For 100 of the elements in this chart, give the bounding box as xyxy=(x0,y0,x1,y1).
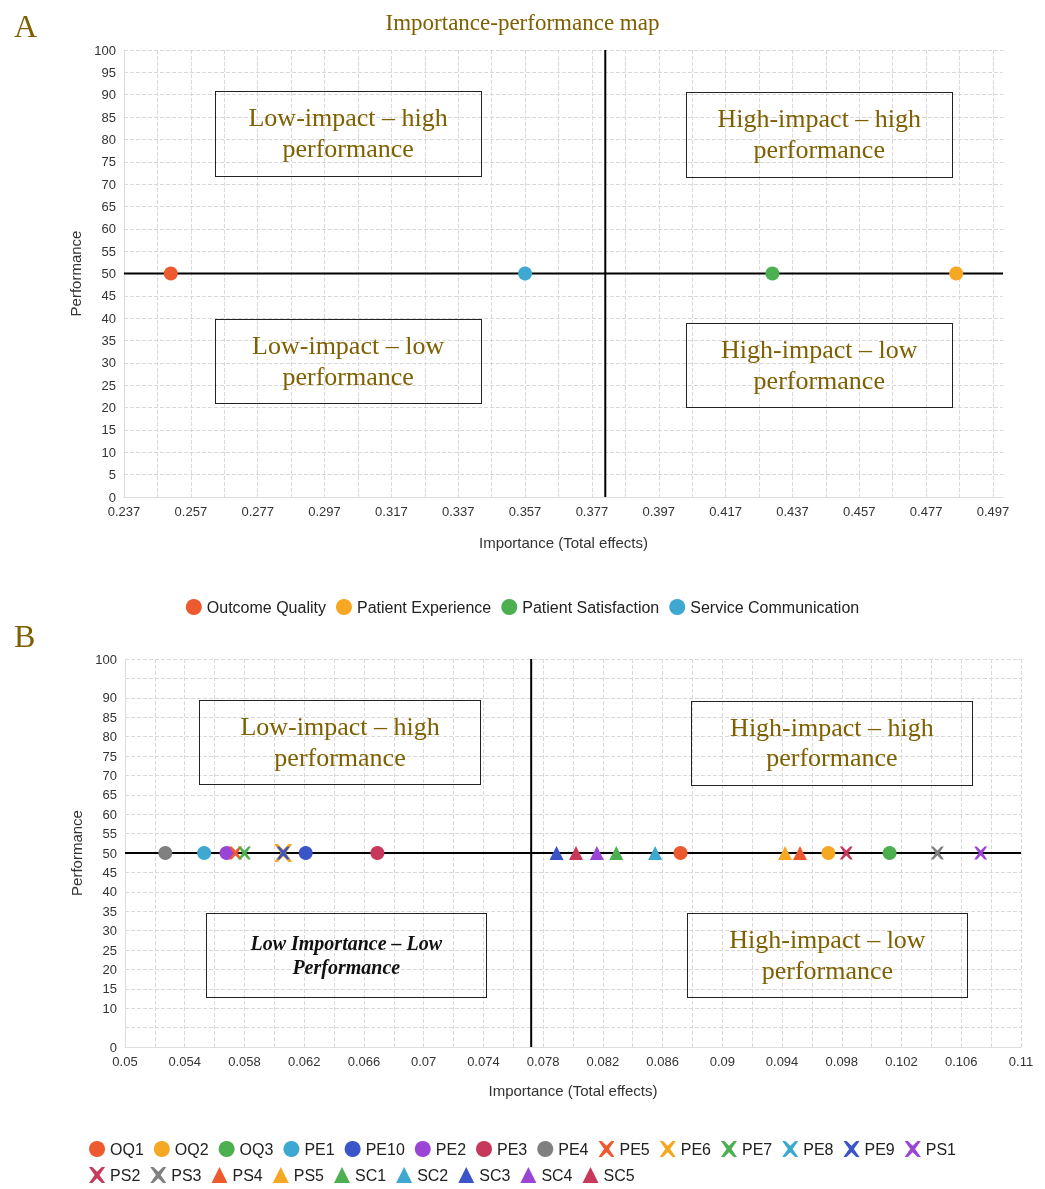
y-tick-label: 5 xyxy=(108,467,116,483)
legend-label: PE6 xyxy=(680,1140,712,1158)
annotation: High-impact – low performance xyxy=(685,322,953,409)
x-tick-label: 0.078 xyxy=(526,1054,560,1069)
x-tick-label: 0.477 xyxy=(909,504,943,519)
y-tick-label: 35 xyxy=(101,333,116,349)
legend-label: PS5 xyxy=(293,1166,325,1184)
y-tick-label: 90 xyxy=(102,690,117,706)
annotation: Low Importance – Low Performance xyxy=(205,913,487,999)
x-tick-label: 0.098 xyxy=(825,1054,859,1069)
x-tick-label: 0.07 xyxy=(411,1054,437,1069)
x-tick-label: 0.102 xyxy=(885,1054,918,1069)
legend-label: OQ2 xyxy=(174,1140,209,1158)
x-tick-label: 0.106 xyxy=(944,1054,978,1069)
y-tick-label: 65 xyxy=(101,198,116,214)
legend-label: SC4 xyxy=(541,1166,573,1184)
x-tick-label: 0.297 xyxy=(308,504,341,519)
annotation: High-impact – high performance xyxy=(691,700,973,786)
legend-label: Patient Experience xyxy=(356,598,492,616)
x-tick-label: 0.074 xyxy=(467,1054,500,1069)
y-tick-label: 0 xyxy=(109,1039,117,1055)
legend-label: PS3 xyxy=(171,1166,202,1184)
legend-label: PE3 xyxy=(497,1140,528,1158)
x-tick-label: 0.05 xyxy=(112,1054,138,1069)
y-tick-label: 65 xyxy=(102,787,117,803)
x-tick-label: 0.062 xyxy=(287,1054,321,1069)
x-tick-label: 0.054 xyxy=(168,1054,202,1069)
y-tick-label: 15 xyxy=(101,422,116,438)
y-tick-label: 80 xyxy=(102,729,117,745)
y-tick-label: 50 xyxy=(101,266,116,281)
annotation: Low-impact – high performance xyxy=(214,91,482,177)
y-tick-label: 20 xyxy=(102,961,117,977)
y-tick-label: 25 xyxy=(102,942,117,958)
y-tick-label: 20 xyxy=(101,400,116,416)
x-tick-label: 0.457 xyxy=(843,504,876,519)
x-axis-title: Importance (Total effects) xyxy=(479,534,648,551)
text: B xyxy=(14,618,36,655)
x-tick-label: 0.357 xyxy=(508,504,542,519)
y-tick-label: 45 xyxy=(101,288,116,304)
x-tick-label: 0.094 xyxy=(765,1054,799,1069)
text: A xyxy=(14,8,38,45)
x-tick-label: 0.237 xyxy=(107,504,141,519)
y-tick-label: 85 xyxy=(101,109,116,125)
y-tick-label: 80 xyxy=(101,131,116,147)
y-tick-label: 40 xyxy=(101,310,116,326)
y-tick-label: 50 xyxy=(102,845,117,861)
x-tick-label: 0.437 xyxy=(776,504,809,519)
y-tick-label: 60 xyxy=(102,806,117,822)
chart-title: Importance-performance map xyxy=(385,10,660,35)
y-tick-label: 25 xyxy=(101,377,116,393)
y-tick-label: 70 xyxy=(102,767,117,783)
legend-label: PE7 xyxy=(742,1140,773,1158)
x-tick-label: 0.377 xyxy=(575,504,609,519)
annotation: High-impact – low performance xyxy=(686,913,969,999)
y-tick-label: 30 xyxy=(102,923,117,939)
annotation: Low-impact – low performance xyxy=(214,318,482,405)
legend-label: PS4 xyxy=(232,1166,263,1184)
y-axis-title: Performance xyxy=(68,810,86,896)
legend-label: Outcome Quality xyxy=(206,598,326,616)
legend-label: PE10 xyxy=(365,1140,405,1158)
y-tick-label: 15 xyxy=(102,981,117,997)
y-tick-label: 40 xyxy=(102,884,117,900)
x-tick-label: 0.497 xyxy=(976,504,1010,519)
legend-label: PE9 xyxy=(864,1140,895,1158)
annotation: Low-impact – high performance xyxy=(199,700,481,786)
legend-label: PS2 xyxy=(110,1166,141,1184)
y-tick-label: 95 xyxy=(101,64,116,80)
annotation: High-impact – high performance xyxy=(685,92,953,178)
x-tick-label: 0.058 xyxy=(228,1054,261,1069)
legend-label: Patient Satisfaction xyxy=(522,598,660,616)
x-tick-label: 0.337 xyxy=(441,504,475,519)
legend-label: Service Communication xyxy=(690,598,860,616)
y-tick-label: 10 xyxy=(101,444,116,460)
x-tick-label: 0.082 xyxy=(586,1054,620,1069)
legend-label: OQ3 xyxy=(239,1140,274,1158)
legend-label: PS1 xyxy=(925,1140,957,1158)
y-tick-label: 45 xyxy=(102,864,117,880)
x-tick-label: 0.086 xyxy=(646,1054,679,1069)
x-tick-label: 0.066 xyxy=(347,1054,381,1069)
legend-label: OQ1 xyxy=(110,1140,144,1158)
y-tick-label: 75 xyxy=(102,748,117,764)
y-tick-label: 70 xyxy=(101,176,116,192)
legend-label: PE8 xyxy=(803,1140,834,1158)
x-tick-label: 0.417 xyxy=(709,504,742,519)
x-axis-title: Importance (Total effects) xyxy=(488,1082,658,1099)
legend-label: PE5 xyxy=(619,1140,650,1158)
y-tick-label: 35 xyxy=(102,903,117,919)
y-tick-label: 55 xyxy=(102,826,117,842)
y-tick-label: 100 xyxy=(94,42,116,58)
x-tick-label: 0.09 xyxy=(709,1054,735,1069)
x-tick-label: 0.277 xyxy=(241,504,274,519)
y-tick-label: 90 xyxy=(101,87,116,103)
x-tick-label: 0.397 xyxy=(642,504,676,519)
x-tick-label: 0.11 xyxy=(1008,1054,1034,1069)
legend-label: SC2 xyxy=(417,1166,449,1184)
y-axis-title: Performance xyxy=(67,230,85,317)
legend-label: PE1 xyxy=(304,1140,335,1158)
y-tick-label: 0 xyxy=(108,489,116,505)
legend-label: SC3 xyxy=(479,1166,511,1184)
y-tick-label: 85 xyxy=(102,709,117,725)
